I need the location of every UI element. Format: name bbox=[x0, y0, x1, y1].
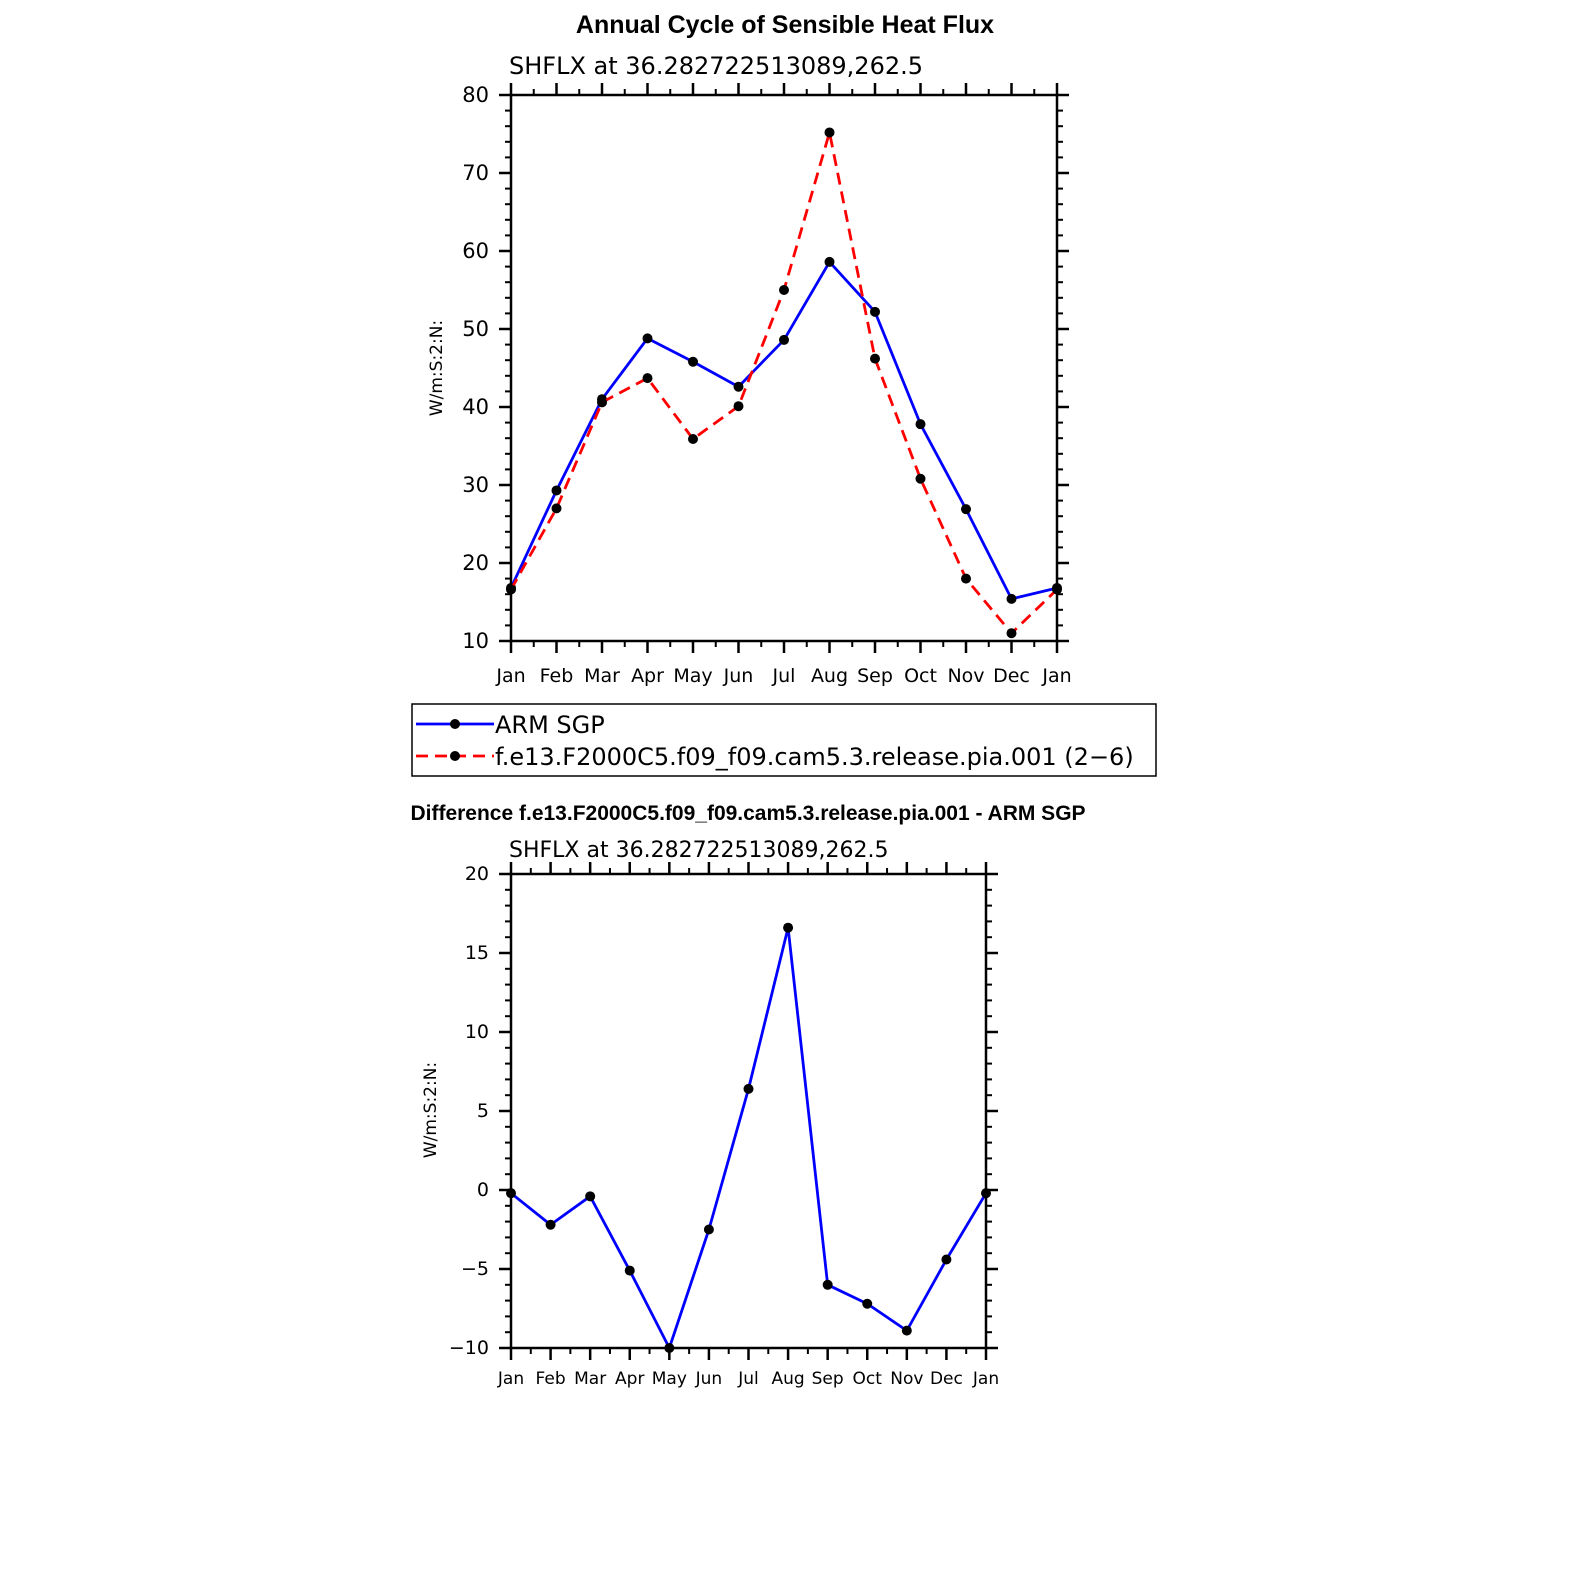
data-point bbox=[733, 401, 744, 412]
x-tick-label: Feb bbox=[540, 665, 574, 687]
x-tick-label: Jan bbox=[972, 1369, 999, 1389]
x-tick-label: Feb bbox=[536, 1369, 566, 1389]
data-point bbox=[915, 419, 926, 430]
legend-label-1: f.e13.F2000C5.f09_f09.cam5.3.release.pia… bbox=[495, 743, 1134, 771]
data-point bbox=[688, 433, 698, 444]
y-tick-label: 20 bbox=[465, 863, 489, 885]
x-tick-label: Oct bbox=[904, 665, 937, 687]
data-point bbox=[743, 1083, 754, 1094]
x-tick-label: Jan bbox=[495, 665, 525, 687]
data-point bbox=[545, 1219, 556, 1230]
x-tick-label: Nov bbox=[890, 1369, 923, 1389]
legend-label-0: ARM SGP bbox=[495, 711, 605, 739]
legend-box bbox=[411, 703, 1157, 777]
data-point bbox=[783, 922, 794, 933]
series-line-1 bbox=[509, 131, 1058, 635]
y-tick-label: 30 bbox=[462, 473, 489, 497]
annual-cycle-panel: Annual Cycle of Sensible Heat Flux SHFLX … bbox=[411, 11, 1157, 777]
x-tick-label: Jul bbox=[737, 1369, 759, 1389]
data-point bbox=[703, 1224, 714, 1235]
data-point bbox=[506, 584, 516, 595]
data-point bbox=[1052, 584, 1062, 595]
x-tick-label: Dec bbox=[930, 1369, 963, 1389]
data-point bbox=[824, 256, 835, 267]
y-tick-label: 10 bbox=[462, 629, 489, 653]
chart-title: Annual Cycle of Sensible Heat Flux bbox=[576, 11, 994, 39]
data-point bbox=[1006, 593, 1017, 604]
data-point bbox=[1006, 628, 1017, 639]
y-tick-label: 10 bbox=[465, 1021, 489, 1043]
plot-frame bbox=[509, 872, 988, 1350]
legend-marker bbox=[450, 751, 460, 761]
difference-panel: Difference f.e13.F2000C5.f09_f09.cam5.3.… bbox=[410, 802, 1085, 1389]
data-point bbox=[824, 127, 835, 138]
y-tick-label: 5 bbox=[477, 1100, 489, 1122]
data-point bbox=[597, 397, 607, 408]
data-point bbox=[642, 333, 653, 344]
y-tick-label: 60 bbox=[462, 239, 489, 263]
x-tick-label: Jun bbox=[723, 665, 754, 687]
x-tick-label: Jan bbox=[1041, 665, 1071, 687]
legend-marker bbox=[450, 719, 460, 729]
x-tick-label: Aug bbox=[811, 665, 848, 687]
y-axis-label: W/m:S:2:N: bbox=[421, 1062, 441, 1158]
y-tick-label: 40 bbox=[462, 395, 489, 419]
data-point bbox=[551, 485, 562, 496]
data-point bbox=[915, 473, 926, 484]
x-tick-label: Apr bbox=[631, 665, 664, 687]
x-tick-label: May bbox=[673, 665, 712, 687]
x-tick-label: Apr bbox=[615, 1369, 644, 1389]
chart-subtitle: SHFLX at 36.282722513089,262.5 bbox=[509, 838, 889, 863]
y-tick-label: 0 bbox=[477, 1179, 489, 1201]
x-tick-label: May bbox=[652, 1369, 687, 1389]
data-point bbox=[961, 573, 971, 584]
y-tick-label: −5 bbox=[461, 1258, 489, 1280]
y-tick-label: 80 bbox=[462, 83, 489, 107]
data-point bbox=[961, 504, 971, 515]
y-tick-label: 20 bbox=[462, 551, 489, 575]
y-axis-label: W/m:S:2:N: bbox=[427, 320, 447, 416]
x-tick-label: Mar bbox=[584, 665, 620, 687]
data-point bbox=[981, 1188, 991, 1199]
data-point bbox=[733, 381, 744, 392]
x-tick-label: Sep bbox=[857, 665, 893, 687]
y-tick-label: 50 bbox=[462, 317, 489, 341]
data-point bbox=[664, 1343, 675, 1353]
series-line-0 bbox=[510, 926, 988, 1350]
plot-frame bbox=[509, 93, 1059, 643]
data-point bbox=[551, 503, 562, 514]
data-point bbox=[506, 1188, 516, 1199]
x-tick-label: Jul bbox=[772, 665, 796, 687]
x-tick-label: Sep bbox=[812, 1369, 844, 1389]
data-point bbox=[862, 1298, 873, 1309]
data-point bbox=[870, 353, 880, 364]
y-tick-label: 15 bbox=[465, 942, 489, 964]
data-point bbox=[585, 1191, 596, 1202]
data-point bbox=[779, 334, 789, 345]
chart-title: Difference f.e13.F2000C5.f09_f09.cam5.3.… bbox=[410, 802, 1085, 825]
chart-subtitle: SHFLX at 36.282722513089,262.5 bbox=[509, 52, 923, 80]
data-point bbox=[870, 306, 880, 317]
x-tick-label: Dec bbox=[993, 665, 1030, 687]
series-line-0 bbox=[509, 260, 1058, 601]
data-point bbox=[901, 1325, 912, 1336]
data-point bbox=[779, 285, 789, 295]
data-point bbox=[642, 373, 653, 384]
x-tick-label: Aug bbox=[771, 1369, 804, 1389]
y-tick-label: −10 bbox=[449, 1337, 489, 1359]
data-point bbox=[822, 1279, 833, 1290]
x-tick-label: Nov bbox=[947, 665, 984, 687]
data-point bbox=[624, 1265, 635, 1276]
x-tick-label: Oct bbox=[853, 1369, 883, 1389]
x-tick-label: Jan bbox=[497, 1369, 524, 1389]
x-tick-label: Mar bbox=[574, 1369, 606, 1389]
legend: ARM SGP f.e13.F2000C5.f09_f09.cam5.3.rele… bbox=[411, 703, 1157, 777]
y-tick-label: 70 bbox=[462, 161, 489, 185]
data-point bbox=[941, 1254, 952, 1265]
x-tick-label: Jun bbox=[695, 1369, 723, 1389]
data-point bbox=[688, 356, 698, 367]
